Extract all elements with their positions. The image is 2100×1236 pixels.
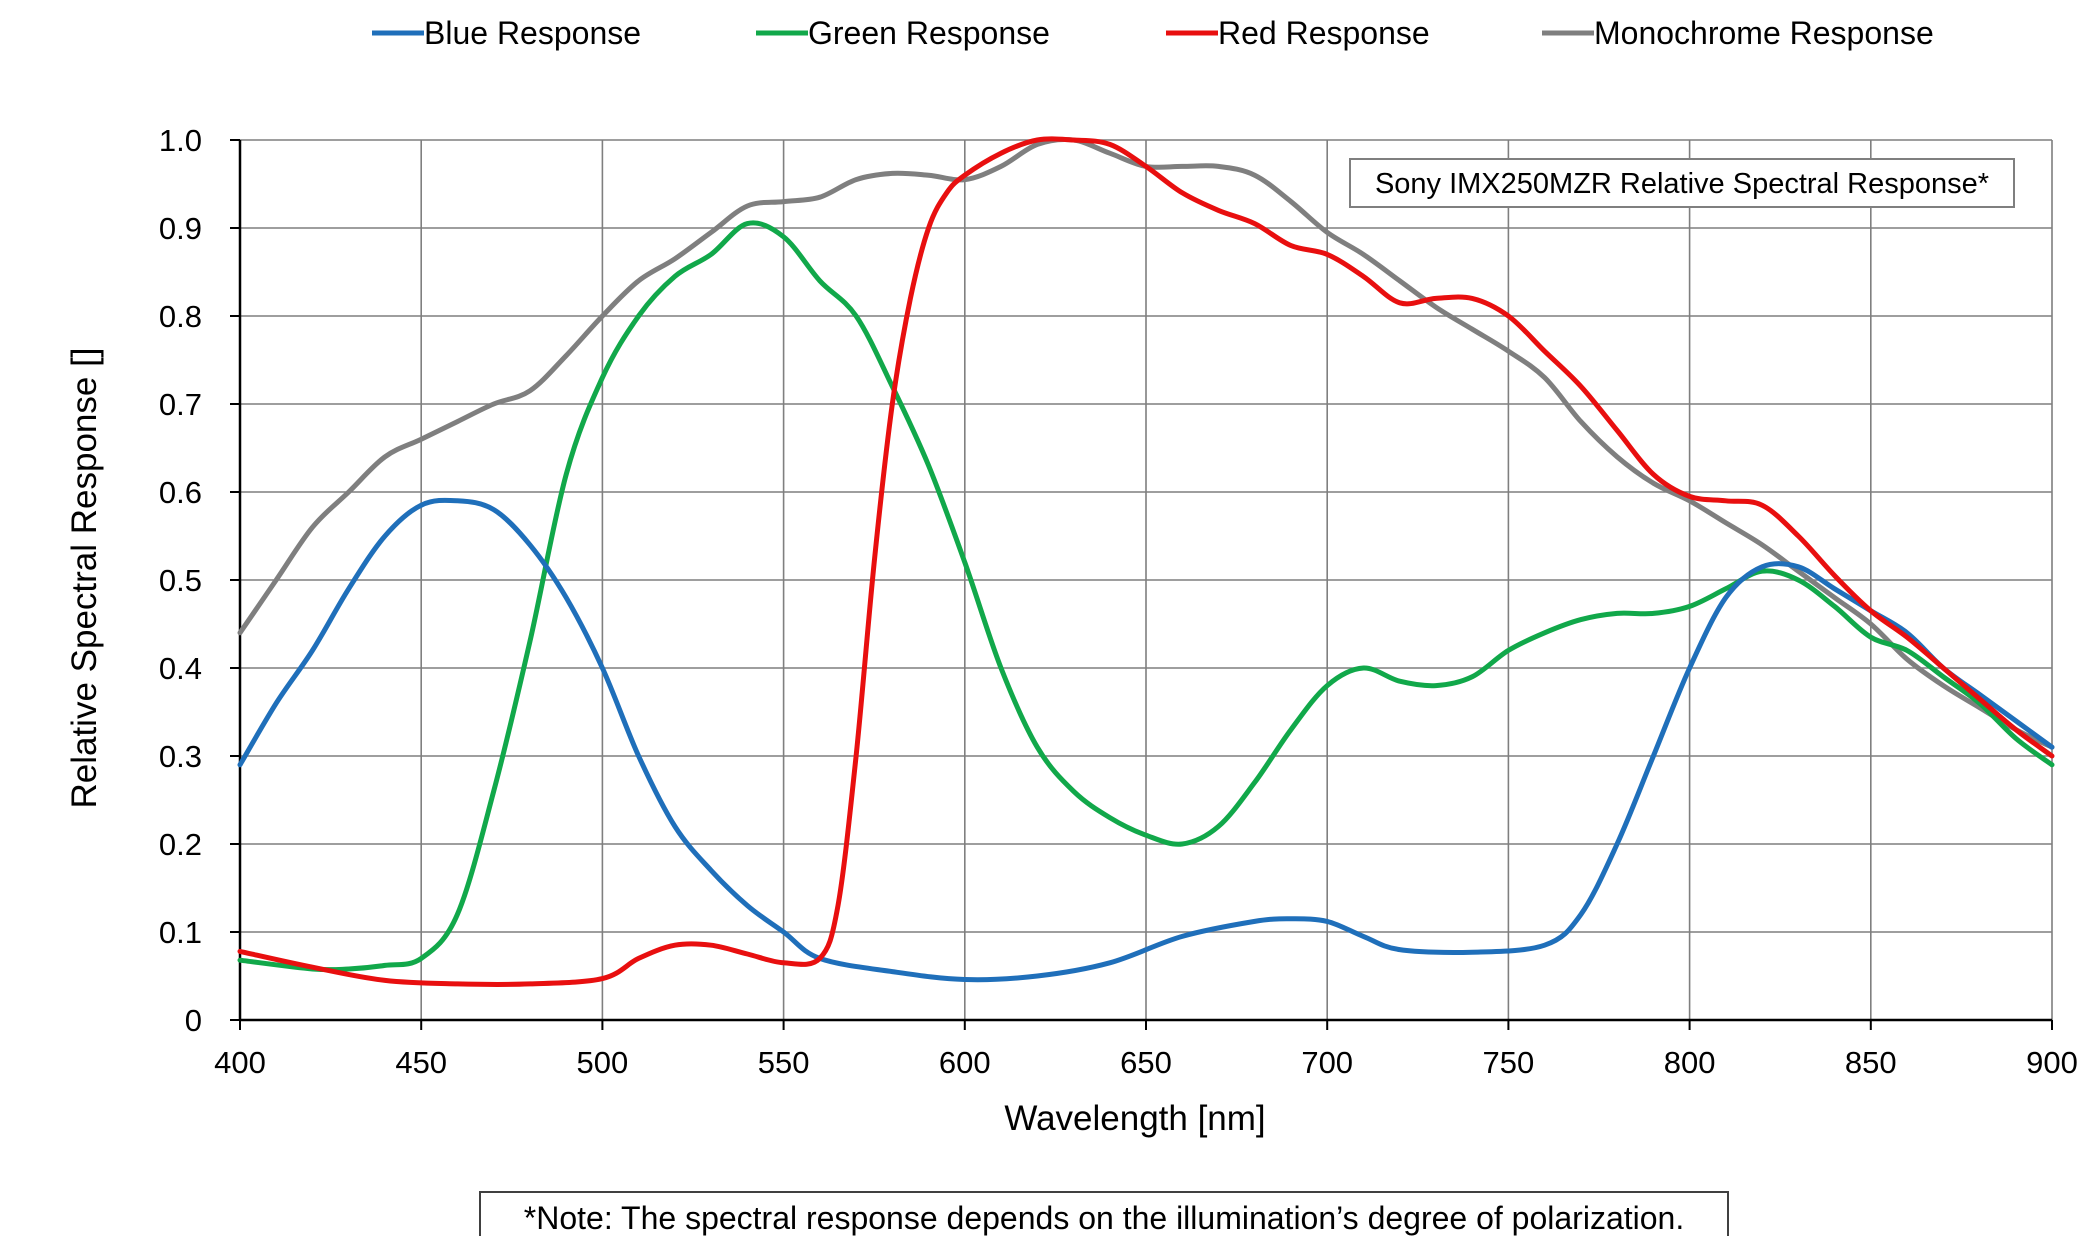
x-tick-label: 750 bbox=[1483, 1045, 1535, 1080]
legend-label: Monochrome Response bbox=[1594, 15, 1934, 51]
legend-item-blue-response: Blue Response bbox=[372, 15, 641, 51]
grid bbox=[240, 139, 2053, 1020]
legend-label: Red Response bbox=[1218, 15, 1430, 51]
chart-title-frame bbox=[1349, 158, 2015, 208]
legend-item-green-response: Green Response bbox=[756, 15, 1050, 51]
legend-label: Green Response bbox=[808, 15, 1050, 51]
x-tick-label: 400 bbox=[214, 1045, 266, 1080]
note-box: *Note: The spectral response depends on … bbox=[479, 1191, 1729, 1236]
legend-item-monochrome-response: Monochrome Response bbox=[1542, 15, 1934, 51]
x-axis-title: Wavelength [nm] bbox=[1004, 1099, 1265, 1138]
x-tick-label: 900 bbox=[2026, 1045, 2078, 1080]
ticks: 400 450 500 550 600 650 700 750 800 850 900 0 0.1 0.2… bbox=[159, 123, 2078, 1080]
y-tick-label: 0.9 bbox=[159, 211, 202, 246]
legend-item-red-response: Red Response bbox=[1166, 15, 1430, 51]
x-tick-label: 650 bbox=[1120, 1045, 1172, 1080]
y-tick-label: 0 bbox=[185, 1003, 202, 1038]
x-tick-label: 450 bbox=[395, 1045, 447, 1080]
note-text: *Note: The spectral response depends on … bbox=[524, 1200, 1684, 1236]
y-tick-label: 0.3 bbox=[159, 739, 202, 774]
x-tick-label: 800 bbox=[1664, 1045, 1716, 1080]
chart-title-box: Sony IMX250MZR Relative Spectral Respons… bbox=[1349, 158, 2015, 208]
note-frame bbox=[479, 1191, 1729, 1236]
chart-title: Sony IMX250MZR Relative Spectral Respons… bbox=[1375, 168, 1989, 200]
y-tick-label: 0.1 bbox=[159, 915, 202, 950]
y-tick-label: 0.8 bbox=[159, 299, 202, 334]
y-tick-label: 0.4 bbox=[159, 651, 202, 686]
y-tick-label: 0.7 bbox=[159, 387, 202, 422]
legend-label: Blue Response bbox=[424, 15, 641, 51]
y-tick-label: 0.6 bbox=[159, 475, 202, 510]
red-response-line bbox=[237, 136, 2055, 987]
legend: Blue Response Green Response Red Response M… bbox=[372, 15, 1934, 51]
y-tick-label: 0.2 bbox=[159, 827, 202, 862]
x-tick-label: 700 bbox=[1301, 1045, 1353, 1080]
x-tick-label: 600 bbox=[939, 1045, 991, 1080]
y-tick-label: 1.0 bbox=[159, 123, 202, 158]
blue-response-line bbox=[237, 497, 2055, 983]
series-group bbox=[237, 136, 2055, 987]
x-tick-label: 850 bbox=[1845, 1045, 1897, 1080]
y-axis-title: Relative Spectral Response [] bbox=[65, 347, 104, 808]
x-tick-label: 550 bbox=[758, 1045, 810, 1080]
y-tick-label: 0.5 bbox=[159, 563, 202, 598]
x-tick-label: 500 bbox=[577, 1045, 629, 1080]
